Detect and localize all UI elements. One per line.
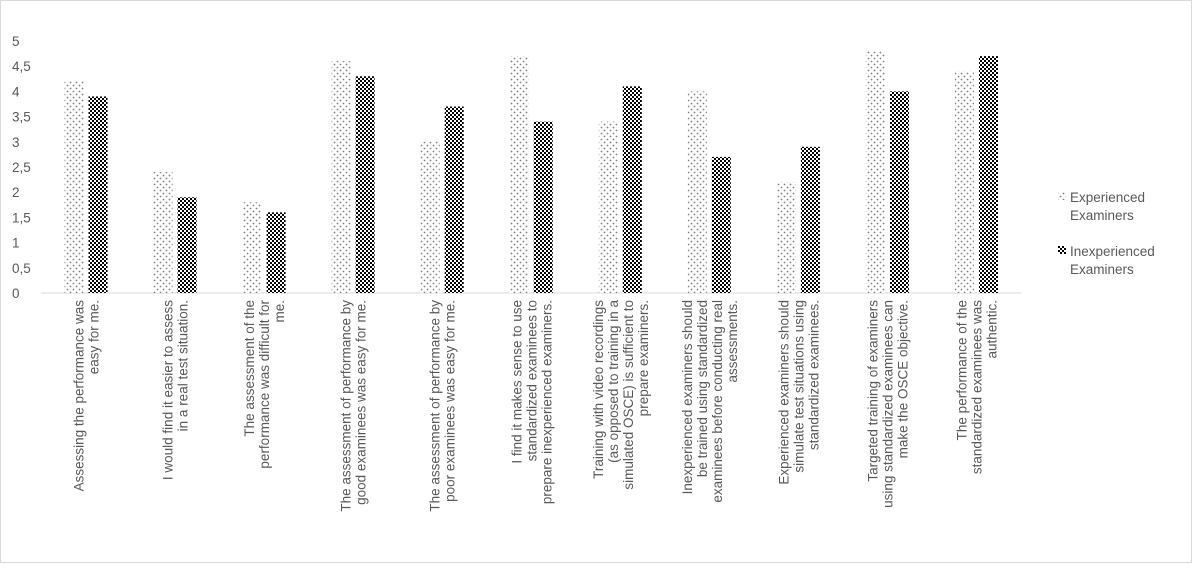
bar (800, 146, 820, 293)
y-tick-label: 0,5 (12, 261, 31, 276)
bar (177, 197, 197, 293)
bar (88, 96, 108, 293)
bar (509, 56, 529, 294)
y-tick-label: 4 (12, 84, 20, 99)
x-tick-label: Assessing the performance waseasy for me… (72, 300, 102, 492)
y-tick-label: 5 (12, 34, 20, 49)
x-tick-label: The assessment of performance bypoor exa… (428, 300, 458, 512)
bar (978, 56, 998, 294)
bar (889, 91, 909, 294)
y-tick-label: 4,5 (12, 59, 31, 74)
y-tick-label: 1 (12, 236, 20, 251)
legend-label: Inexperienced Examiners (1070, 244, 1155, 277)
bar (533, 121, 553, 293)
bar (776, 182, 796, 293)
bar (266, 212, 286, 293)
x-tick-label: The assessment of theperformance was dif… (242, 300, 287, 469)
bar (598, 121, 618, 293)
y-tick-label: 3,5 (12, 110, 31, 125)
bar (865, 51, 885, 293)
y-tick-label: 2,5 (12, 160, 31, 175)
x-tick-label: Targeted training of examinersusing stan… (865, 300, 910, 508)
legend-label: Experienced Examiners (1070, 190, 1145, 223)
bar (687, 91, 707, 294)
y-tick-label: 0 (12, 286, 20, 301)
bar (711, 156, 731, 293)
bar (64, 81, 84, 293)
bar (331, 61, 351, 293)
bar (954, 71, 974, 294)
bar (420, 141, 440, 293)
x-tick-label: The performance of thestandardized exami… (954, 300, 999, 474)
y-tick-label: 3 (12, 135, 20, 150)
bar (242, 202, 262, 293)
bar (355, 76, 375, 293)
x-tick-label: The assessment of performance bygood exa… (339, 300, 369, 512)
y-tick-label: 2 (12, 185, 20, 200)
bar (153, 172, 173, 293)
x-tick-label: I would find it easier to assessin a rea… (161, 300, 191, 480)
bar (622, 86, 642, 293)
x-tick-label: Experienced examiners shouldsimulate tes… (776, 300, 821, 485)
legend-swatch (1058, 246, 1066, 254)
x-tick-label: Training with video recordings(as oppose… (591, 300, 651, 490)
legend-swatch (1058, 192, 1066, 200)
y-tick-label: 1,5 (12, 210, 31, 225)
bar (444, 106, 464, 294)
x-tick-label: Inexperienced examiners shouldbe trained… (680, 300, 740, 503)
x-tick-label: I find it makes sense to usestandardized… (509, 300, 554, 504)
